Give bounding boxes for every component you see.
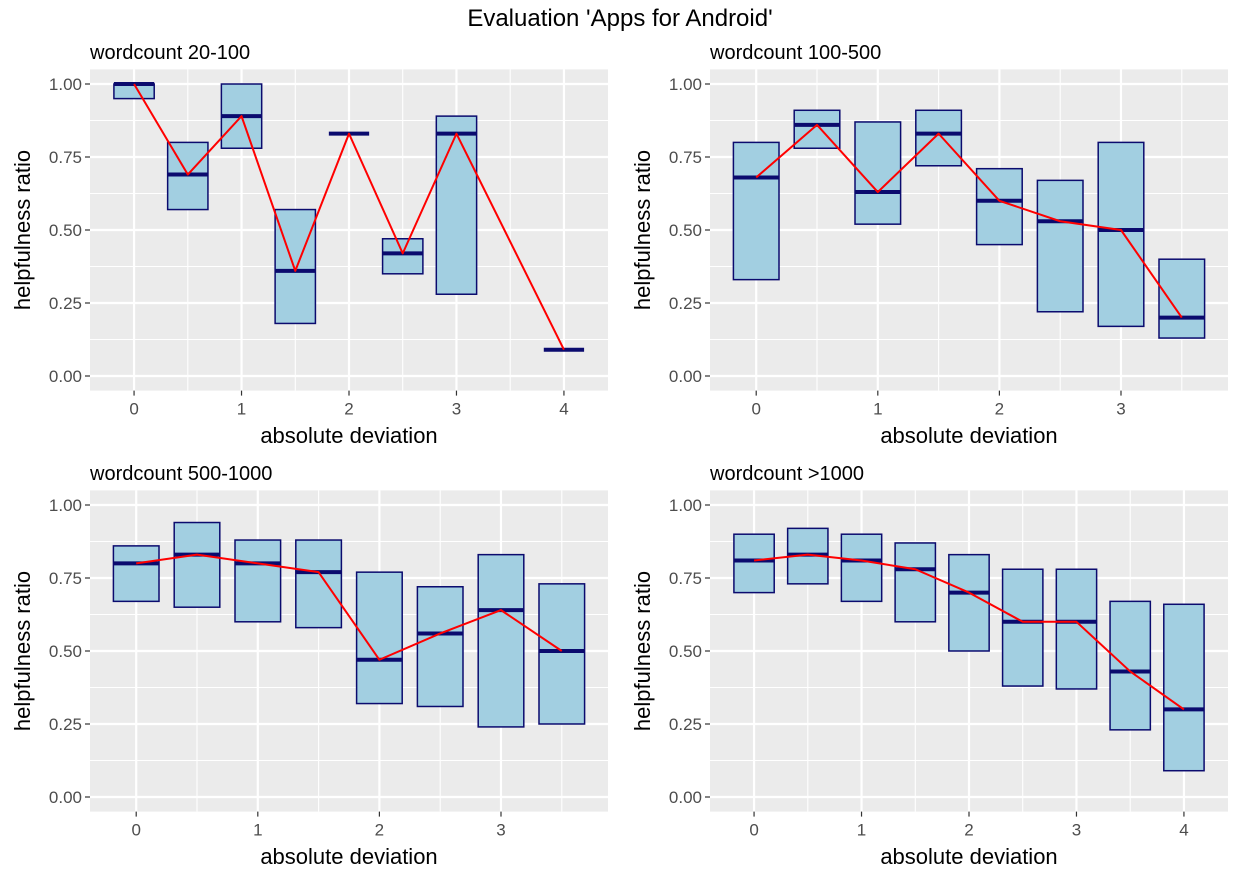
y-tick-label: 1.00 bbox=[669, 75, 702, 94]
x-tick-label: 1 bbox=[873, 400, 882, 419]
x-tick-label: 3 bbox=[496, 821, 505, 840]
iqr-box bbox=[1036, 179, 1084, 313]
x-tick-label: 1 bbox=[237, 400, 246, 419]
iqr-box bbox=[477, 553, 525, 728]
y-tick-label: 0.00 bbox=[49, 367, 82, 386]
panel-title: wordcount >1000 bbox=[709, 463, 864, 485]
y-tick-label: 0.75 bbox=[669, 569, 702, 588]
iqr-box bbox=[1055, 568, 1098, 690]
panel-title: wordcount 20-100 bbox=[89, 42, 250, 64]
panel-wordcount-20-100: wordcount 20-100 absolute deviation help… bbox=[10, 42, 608, 448]
iqr-box bbox=[915, 109, 963, 167]
iqr-box bbox=[733, 533, 775, 594]
panel-title: wordcount 500-1000 bbox=[89, 463, 272, 485]
y-tick-label: 0.00 bbox=[49, 788, 82, 807]
plot-area: 0.00 0.25 0.50 0.75 1.00 0 1 2 3 4 bbox=[49, 69, 608, 419]
iqr-box bbox=[1158, 258, 1206, 339]
x-tick-label: 0 bbox=[749, 821, 758, 840]
y-tick-label: 1.00 bbox=[49, 75, 82, 94]
iqr-box bbox=[948, 553, 990, 652]
x-axis-title: absolute deviation bbox=[260, 423, 437, 448]
figure-title: Evaluation 'Apps for Android' bbox=[467, 5, 772, 32]
plot-area: 0.00 0.25 0.50 0.75 1.00 0 1 2 3 4 bbox=[669, 490, 1228, 840]
iqr-box bbox=[435, 115, 478, 295]
x-tick-label: 3 bbox=[1116, 400, 1125, 419]
x-tick-label: 2 bbox=[964, 821, 973, 840]
median-trend-line bbox=[753, 553, 1185, 711]
iqr-box bbox=[538, 583, 586, 725]
y-tick-label: 0.00 bbox=[669, 367, 702, 386]
plot-area: 0.00 0.25 0.50 0.75 1.00 0 1 2 3 bbox=[669, 69, 1228, 419]
iqr-box bbox=[112, 545, 160, 603]
y-tick-label: 0.75 bbox=[669, 148, 702, 167]
iqr-box bbox=[1109, 600, 1152, 731]
y-tick-label: 0.75 bbox=[49, 569, 82, 588]
y-tick-label: 0.25 bbox=[49, 715, 82, 734]
iqr-box bbox=[1001, 568, 1044, 687]
x-tick-label: 0 bbox=[751, 400, 760, 419]
y-tick-label: 0.50 bbox=[669, 221, 702, 240]
y-tick-label: 0.75 bbox=[49, 148, 82, 167]
x-tick-label: 4 bbox=[1179, 821, 1188, 840]
y-tick-label: 0.25 bbox=[669, 294, 702, 313]
y-tick-label: 0.50 bbox=[49, 221, 82, 240]
panel-wordcount-500-1000: wordcount 500-1000 absolute deviation he… bbox=[10, 463, 608, 869]
x-tick-label: 1 bbox=[857, 821, 866, 840]
x-axis-title: absolute deviation bbox=[880, 844, 1057, 869]
iqr-box bbox=[894, 542, 937, 623]
plot-area: 0.00 0.25 0.50 0.75 1.00 0 1 2 3 bbox=[49, 490, 608, 840]
y-tick-label: 0.50 bbox=[669, 642, 702, 661]
y-tick-label: 0.25 bbox=[669, 715, 702, 734]
x-tick-label: 2 bbox=[995, 400, 1004, 419]
y-axis-title: helpfulness ratio bbox=[630, 571, 655, 731]
panel-wordcount-100-500: wordcount 100-500 absolute deviation hel… bbox=[630, 42, 1228, 448]
panel-wordcount-over-1000: wordcount >1000 absolute deviation helpf… bbox=[630, 463, 1228, 869]
iqr-box bbox=[113, 83, 155, 100]
x-tick-label: 2 bbox=[344, 400, 353, 419]
y-tick-label: 0.25 bbox=[49, 294, 82, 313]
iqr-box bbox=[854, 121, 902, 225]
median-trend-line bbox=[755, 123, 1183, 319]
iqr-box bbox=[173, 521, 221, 608]
y-axis-title: helpfulness ratio bbox=[10, 150, 35, 310]
median-trend-line bbox=[136, 553, 563, 661]
iqr-box bbox=[381, 238, 424, 275]
x-tick-label: 0 bbox=[129, 400, 138, 419]
y-axis-title: helpfulness ratio bbox=[630, 150, 655, 310]
iqr-box bbox=[295, 539, 343, 629]
iqr-box bbox=[1163, 603, 1205, 772]
x-tick-label: 1 bbox=[253, 821, 262, 840]
median-trend-line bbox=[133, 83, 565, 351]
iqr-box bbox=[975, 167, 1023, 246]
x-axis-title: absolute deviation bbox=[880, 423, 1057, 448]
y-tick-label: 0.00 bbox=[669, 788, 702, 807]
x-tick-label: 4 bbox=[559, 400, 568, 419]
iqr-box bbox=[1097, 141, 1145, 328]
y-tick-label: 0.50 bbox=[49, 642, 82, 661]
iqr-box bbox=[234, 539, 282, 623]
x-tick-label: 2 bbox=[375, 821, 384, 840]
panel-title: wordcount 100-500 bbox=[709, 42, 881, 64]
x-axis-title: absolute deviation bbox=[260, 844, 437, 869]
iqr-box bbox=[840, 533, 883, 603]
y-axis-title: helpfulness ratio bbox=[10, 571, 35, 731]
iqr-box bbox=[416, 586, 464, 708]
x-tick-label: 3 bbox=[1072, 821, 1081, 840]
iqr-box bbox=[274, 208, 317, 325]
y-tick-label: 1.00 bbox=[49, 496, 82, 515]
x-tick-label: 0 bbox=[131, 821, 140, 840]
y-tick-label: 1.00 bbox=[669, 496, 702, 515]
x-tick-label: 3 bbox=[452, 400, 461, 419]
